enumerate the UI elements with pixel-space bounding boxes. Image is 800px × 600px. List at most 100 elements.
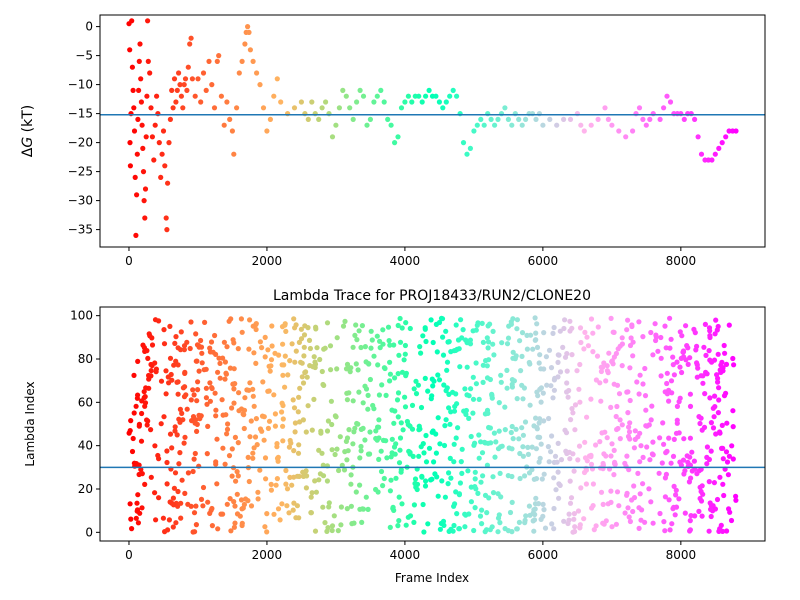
data-point: [387, 378, 393, 384]
data-point: [208, 339, 215, 345]
data-point: [413, 378, 419, 384]
data-point: [609, 122, 615, 128]
data-point: [390, 504, 396, 510]
data-point: [184, 87, 190, 93]
data-point: [600, 462, 607, 468]
data-point: [426, 445, 433, 451]
data-point: [536, 420, 542, 426]
data-point: [479, 507, 485, 513]
data-point: [128, 516, 134, 522]
data-point: [613, 413, 619, 420]
data-point: [626, 514, 632, 520]
data-point: [691, 458, 698, 464]
data-point: [463, 411, 469, 417]
data-point: [358, 443, 364, 450]
data-point: [367, 451, 373, 457]
data-point: [271, 511, 277, 517]
data-point: [564, 368, 570, 374]
data-point: [708, 513, 714, 520]
data-point: [491, 430, 497, 436]
data-point: [474, 122, 480, 128]
data-point: [198, 99, 204, 105]
data-point: [193, 503, 199, 509]
data-point: [340, 323, 347, 329]
data-point: [523, 513, 529, 519]
data-point: [436, 377, 443, 383]
data-point: [495, 515, 502, 521]
data-point: [439, 316, 446, 322]
data-point: [274, 444, 280, 450]
data-point: [410, 453, 416, 459]
data-point: [282, 353, 288, 359]
data-point: [160, 515, 166, 521]
data-point: [402, 394, 408, 400]
data-point: [409, 402, 416, 408]
data-point: [188, 319, 194, 325]
data-point: [349, 521, 355, 527]
data-point: [546, 415, 552, 422]
data-point: [224, 431, 230, 437]
data-point: [312, 528, 319, 534]
data-point: [697, 420, 703, 427]
data-point: [321, 346, 327, 352]
data-point: [719, 445, 725, 451]
data-point: [177, 82, 183, 88]
data-point: [404, 418, 410, 425]
data-point: [253, 416, 259, 422]
data-point: [490, 328, 496, 334]
data-point: [593, 442, 599, 448]
data-point: [635, 470, 641, 476]
data-point: [480, 379, 486, 385]
data-point: [343, 366, 350, 372]
data-point: [383, 438, 389, 444]
data-point: [471, 527, 477, 534]
data-point: [625, 433, 632, 440]
data-point: [696, 508, 702, 514]
data-point: [358, 448, 364, 454]
data-point: [627, 397, 633, 404]
data-point: [198, 413, 204, 419]
data-point: [570, 410, 576, 416]
data-point: [526, 359, 532, 366]
data-point: [720, 456, 726, 462]
data-point: [247, 47, 253, 53]
data-point: [317, 356, 323, 363]
data-point: [523, 116, 529, 122]
data-point: [280, 372, 286, 378]
lambda-x-axis-label: Frame Index: [395, 571, 469, 585]
data-point: [328, 398, 334, 404]
data-point: [590, 349, 596, 355]
data-point: [381, 99, 387, 105]
data-point: [310, 364, 316, 370]
data-point: [219, 397, 225, 403]
lambda-points: [126, 315, 739, 535]
data-point: [423, 459, 430, 465]
data-point: [541, 507, 547, 513]
data-point: [301, 344, 307, 350]
data-point: [648, 499, 654, 505]
data-point: [604, 368, 611, 374]
data-point: [707, 500, 713, 506]
data-point: [384, 455, 390, 461]
data-point: [567, 478, 573, 484]
data-point: [278, 99, 284, 105]
data-point: [280, 416, 286, 422]
data-point: [567, 456, 573, 462]
y-tick-label: 40: [78, 439, 93, 453]
data-point: [687, 355, 693, 361]
data-point: [597, 439, 603, 445]
data-point: [212, 390, 218, 396]
data-point: [672, 512, 678, 518]
data-point: [670, 354, 676, 360]
data-point: [357, 482, 363, 488]
data-point: [259, 413, 266, 419]
data-point: [468, 499, 474, 505]
data-point: [636, 391, 642, 397]
data-point: [190, 468, 196, 475]
data-point: [301, 353, 307, 359]
data-point: [480, 339, 486, 345]
data-point: [385, 324, 392, 330]
data-point: [185, 64, 191, 70]
data-point: [519, 122, 525, 128]
data-point: [546, 347, 553, 353]
